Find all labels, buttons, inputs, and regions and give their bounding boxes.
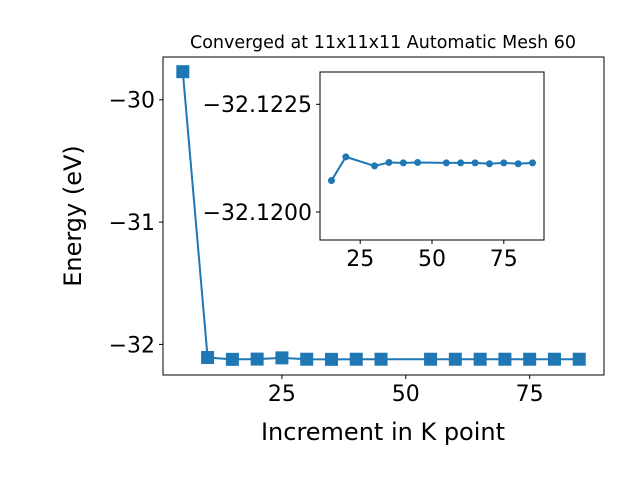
main-data-point: [448, 352, 462, 366]
main-data-point: [225, 352, 239, 366]
main-x-ticks: 25 50 75: [268, 375, 544, 407]
inset-y-tick-label: −32.1225: [203, 93, 312, 118]
inset-data-point: [385, 158, 393, 166]
inset-data-point: [500, 159, 508, 167]
main-data-point: [349, 352, 363, 366]
inset-data-point: [399, 159, 407, 167]
inset-series: [327, 153, 537, 185]
main-data-point: [523, 352, 537, 366]
inset-data-point: [514, 160, 522, 168]
main-data-point: [374, 352, 388, 366]
main-data-point: [473, 352, 487, 366]
main-y-tick-label: −31: [109, 211, 155, 236]
main-x-tick-label: 50: [392, 382, 420, 407]
inset-chart: 25 50 75 −32.1200 −32.1225: [203, 71, 545, 272]
inset-data-point: [371, 162, 379, 170]
main-data-point: [201, 351, 215, 365]
main-y-tick-label: −30: [109, 89, 155, 114]
inset-x-tick-label: 50: [418, 247, 446, 272]
inset-y-tick-label: −32.1200: [203, 201, 312, 226]
y-axis-label: Energy (eV): [59, 145, 87, 287]
inset-x-tick-label: 25: [346, 247, 374, 272]
inset-data-point: [327, 177, 335, 185]
main-data-point: [176, 65, 190, 79]
inset-data-point: [485, 160, 493, 168]
main-y-tick-label: −32: [109, 333, 155, 358]
chart-title: Converged at 11x11x11 Automatic Mesh 60: [190, 33, 576, 53]
main-series-line: [181, 71, 580, 361]
main-data-point: [250, 352, 264, 366]
inset-x-tick-label: 75: [490, 247, 518, 272]
inset-y-ticks: −32.1200 −32.1225: [203, 93, 320, 226]
main-y-ticks: −32 −31 −30: [109, 89, 163, 358]
main-x-tick-label: 75: [516, 382, 544, 407]
x-axis-label: Increment in K point: [261, 418, 505, 446]
main-data-point: [324, 352, 338, 366]
main-data-point: [547, 352, 561, 366]
inset-data-point: [442, 159, 450, 167]
main-data-point: [424, 352, 438, 366]
inset-data-point: [529, 159, 537, 167]
inset-plot-frame: [319, 71, 545, 241]
main-data-point: [275, 351, 289, 365]
main-data-point: [498, 352, 512, 366]
main-data-point: [300, 352, 314, 366]
inset-x-ticks: 25 50 75: [346, 240, 518, 272]
inset-data-point: [342, 153, 350, 161]
main-series: [176, 65, 586, 366]
inset-data-point: [414, 158, 422, 166]
inset-data-point: [471, 159, 479, 167]
main-x-tick-label: 25: [268, 382, 296, 407]
inset-data-point: [457, 159, 465, 167]
main-data-point: [572, 352, 586, 366]
